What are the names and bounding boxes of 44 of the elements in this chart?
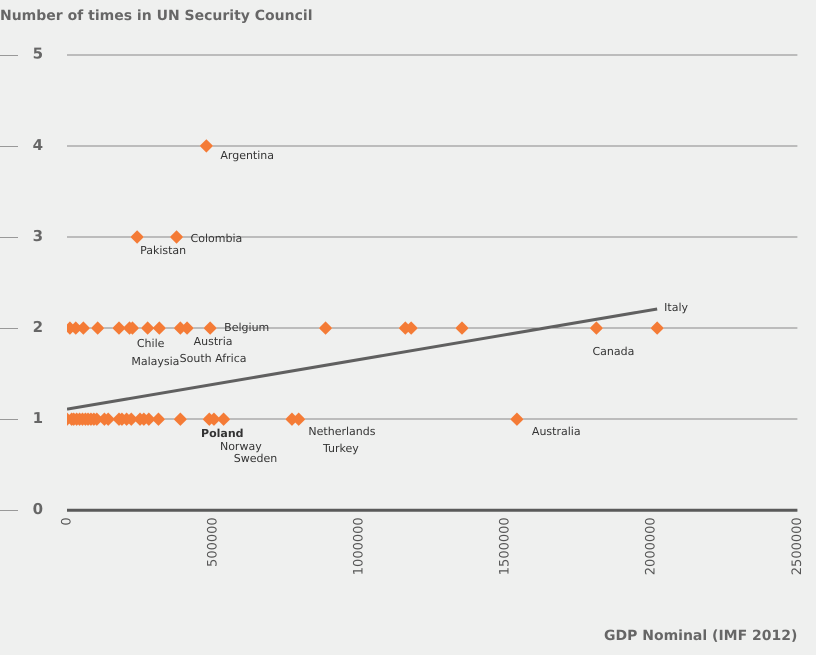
annotation: Argentina [220, 148, 274, 162]
annotation: Canada [592, 344, 634, 358]
point [112, 322, 126, 335]
point [217, 412, 230, 426]
point [152, 412, 165, 426]
x-tick-label: 1000000 [352, 517, 367, 576]
annotation: South Africa [180, 352, 246, 365]
point [650, 322, 664, 335]
x-tick-label: 0 [59, 517, 74, 526]
annotation: Austria [194, 334, 233, 348]
point [130, 230, 144, 244]
annotation: Turkey [322, 442, 360, 456]
point [319, 322, 332, 335]
annotation: Netherlands [308, 425, 376, 438]
point [91, 322, 104, 335]
x-axis-title: GDP Nominal (IMF 2012) [604, 628, 798, 644]
annotation: Sweden [234, 452, 278, 466]
point [152, 322, 166, 335]
y-tick-label: 1 [32, 409, 43, 428]
y-tick-label: 3 [32, 226, 43, 245]
y-tick-label: 4 [32, 136, 43, 154]
y-tick-label: 2 [32, 318, 43, 336]
x-tick-label: 500000 [205, 517, 220, 567]
annotation: Malaysia [131, 355, 180, 368]
annotation: Italy [664, 300, 689, 314]
annotation: Poland [201, 427, 244, 440]
annotation: Norway [220, 440, 262, 453]
point [456, 322, 468, 335]
chart-title: Number of times in UN Security Council [0, 8, 312, 24]
y-tick-label: 5 [32, 44, 43, 63]
x-tick-label: 1500000 [498, 517, 513, 576]
point [174, 412, 187, 426]
annotation: Chile [136, 336, 165, 350]
x-tick-label: 2000000 [644, 517, 659, 576]
point [510, 412, 524, 426]
y-tick-label: 0 [32, 500, 43, 518]
annotation: Australia [532, 425, 581, 438]
x-tick-label: 2500000 [790, 517, 805, 576]
annotation: Pakistan [140, 244, 186, 257]
point [141, 322, 154, 335]
point [200, 139, 213, 152]
point [204, 322, 217, 335]
point [170, 230, 184, 244]
point [590, 322, 603, 335]
